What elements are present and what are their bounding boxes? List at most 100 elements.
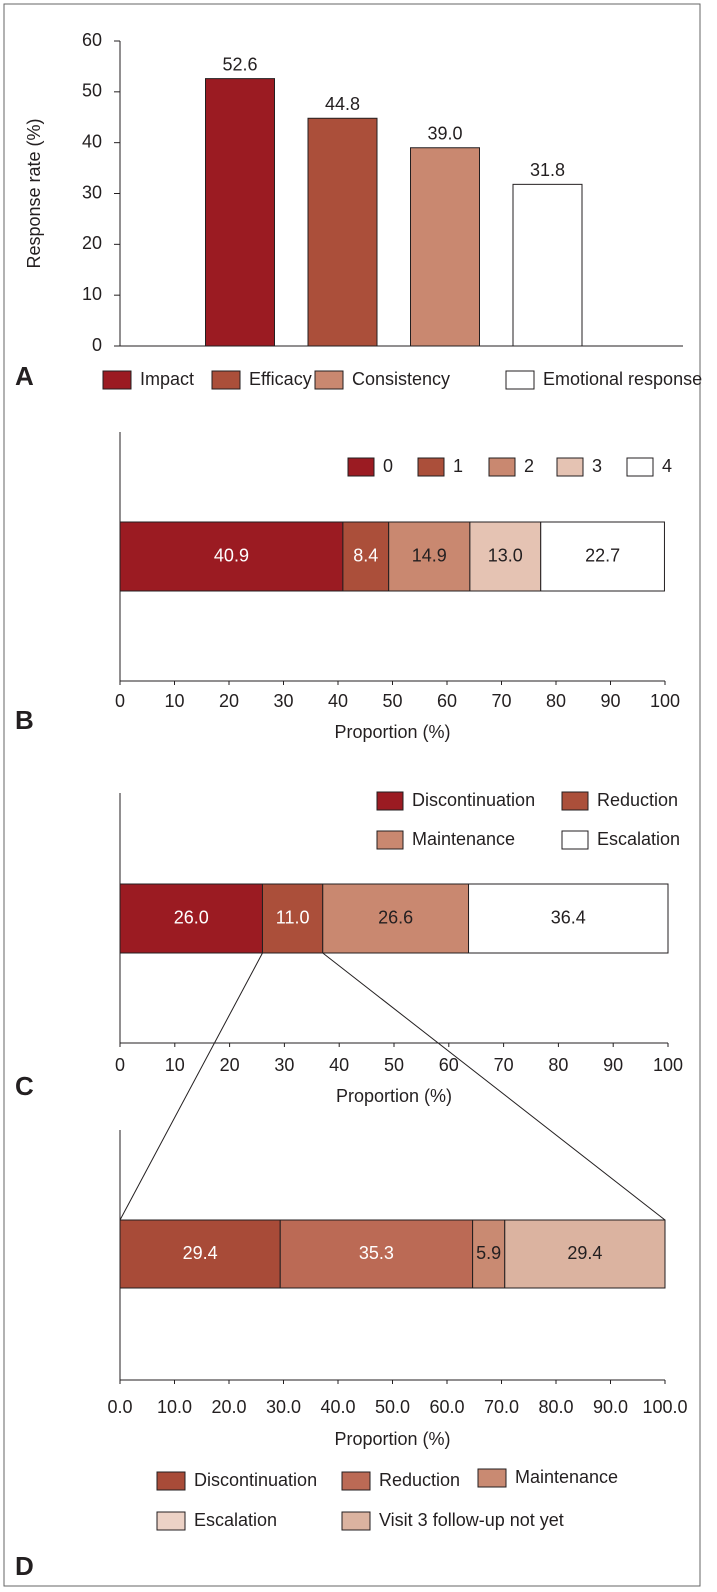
legend-label: Escalation (597, 829, 680, 849)
y-tick-label: 60 (82, 30, 102, 50)
y-tick-label: 40 (82, 131, 102, 151)
bar-segment (279, 1219, 474, 1289)
legend-swatch (156, 1471, 186, 1491)
bar-segment (119, 883, 263, 954)
x-tick-label: 90 (600, 691, 620, 711)
legend-label: Consistency (352, 369, 450, 389)
legend-label: 2 (524, 456, 534, 476)
x-tick-label: 10 (164, 691, 184, 711)
bar-segment (468, 883, 669, 954)
legend-label: Maintenance (515, 1467, 618, 1487)
value-label: 29.4 (567, 1243, 602, 1263)
legend-label: Discontinuation (412, 790, 535, 810)
x-tick-label: 70 (494, 1055, 514, 1075)
x-tick-label: 30 (273, 691, 293, 711)
x-tick-label: 100.0 (642, 1397, 687, 1417)
value-label: 44.8 (325, 94, 360, 114)
value-label: 31.8 (530, 160, 565, 180)
value-label: 29.4 (183, 1243, 218, 1263)
value-label: 35.3 (359, 1243, 394, 1263)
x-tick-label: 10 (165, 1055, 185, 1075)
legend-label: Emotional response (543, 369, 702, 389)
x-tick-label: 50.0 (375, 1397, 410, 1417)
figure-border (3, 3, 701, 1587)
legend-label: 3 (592, 456, 602, 476)
x-tick-label: 20.0 (211, 1397, 246, 1417)
y-axis-label: Response rate (%) (24, 118, 44, 268)
legend-label: Discontinuation (194, 1470, 317, 1490)
panel-label: A (15, 361, 34, 391)
x-tick-label: 60 (437, 691, 457, 711)
legend-swatch (626, 457, 654, 477)
x-tick-label: 60.0 (429, 1397, 464, 1417)
x-tick-label: 40.0 (320, 1397, 355, 1417)
x-tick-label: 50 (382, 691, 402, 711)
legend-swatch (341, 1511, 371, 1531)
x-tick-label: 80.0 (538, 1397, 573, 1417)
x-tick-label: 30.0 (266, 1397, 301, 1417)
bar (205, 78, 275, 347)
x-axis-label: Proportion (%) (336, 1086, 452, 1106)
x-tick-label: 100 (653, 1055, 683, 1075)
legend-label: Efficacy (249, 369, 312, 389)
x-axis-label: Proportion (%) (334, 1429, 450, 1449)
x-tick-label: 80 (548, 1055, 568, 1075)
bar-segment (469, 521, 542, 592)
y-tick-label: 30 (82, 182, 102, 202)
value-label: 39.0 (427, 124, 462, 144)
x-tick-label: 90.0 (593, 1397, 628, 1417)
value-label: 8.4 (353, 545, 378, 565)
x-tick-label: 70 (491, 691, 511, 711)
legend-swatch (488, 457, 516, 477)
legend-swatch (376, 791, 404, 811)
value-label: 11.0 (276, 907, 310, 927)
legend-label: 0 (383, 456, 393, 476)
x-tick-label: 80 (546, 691, 566, 711)
x-tick-label: 0.0 (107, 1397, 132, 1417)
bar-segment (342, 521, 390, 592)
legend-swatch (211, 370, 241, 390)
legend-label: Impact (140, 369, 194, 389)
legend-swatch (102, 370, 132, 390)
legend-label: Escalation (194, 1510, 277, 1530)
bar-segment (504, 1219, 666, 1289)
x-tick-label: 0 (115, 691, 125, 711)
bar (307, 117, 378, 347)
legend-label: Reduction (597, 790, 678, 810)
x-tick-label: 50 (384, 1055, 404, 1075)
bar (410, 147, 480, 347)
bar (512, 183, 583, 347)
value-label: 22.7 (585, 545, 620, 565)
legend-swatch (561, 791, 589, 811)
legend-swatch (376, 830, 404, 850)
x-tick-label: 10.0 (157, 1397, 192, 1417)
value-label: 36.4 (551, 907, 586, 927)
legend-swatch (561, 830, 589, 850)
legend-label: 1 (453, 456, 463, 476)
panel-label: C (15, 1071, 34, 1101)
legend-label: Visit 3 follow-up not yet (379, 1510, 564, 1530)
value-label: 5.9 (476, 1243, 501, 1263)
bar-segment (540, 521, 665, 592)
x-tick-label: 70.0 (484, 1397, 519, 1417)
zoom-line (322, 952, 666, 1221)
legend-swatch (347, 457, 375, 477)
x-tick-label: 30 (274, 1055, 294, 1075)
value-label: 14.9 (412, 545, 447, 565)
x-tick-label: 0 (115, 1055, 125, 1075)
y-tick-label: 50 (82, 81, 102, 101)
x-tick-label: 90 (603, 1055, 623, 1075)
legend-swatch (156, 1511, 186, 1531)
x-tick-label: 20 (219, 691, 239, 711)
zoom-line (119, 952, 263, 1221)
x-tick-label: 60 (439, 1055, 459, 1075)
legend-swatch (477, 1468, 507, 1488)
y-tick-label: 0 (92, 335, 102, 355)
legend-swatch (341, 1471, 371, 1491)
x-tick-label: 40 (329, 1055, 349, 1075)
value-label: 26.0 (174, 907, 209, 927)
x-tick-label: 100 (650, 691, 680, 711)
value-label: 40.9 (214, 545, 249, 565)
y-tick-label: 20 (82, 233, 102, 253)
